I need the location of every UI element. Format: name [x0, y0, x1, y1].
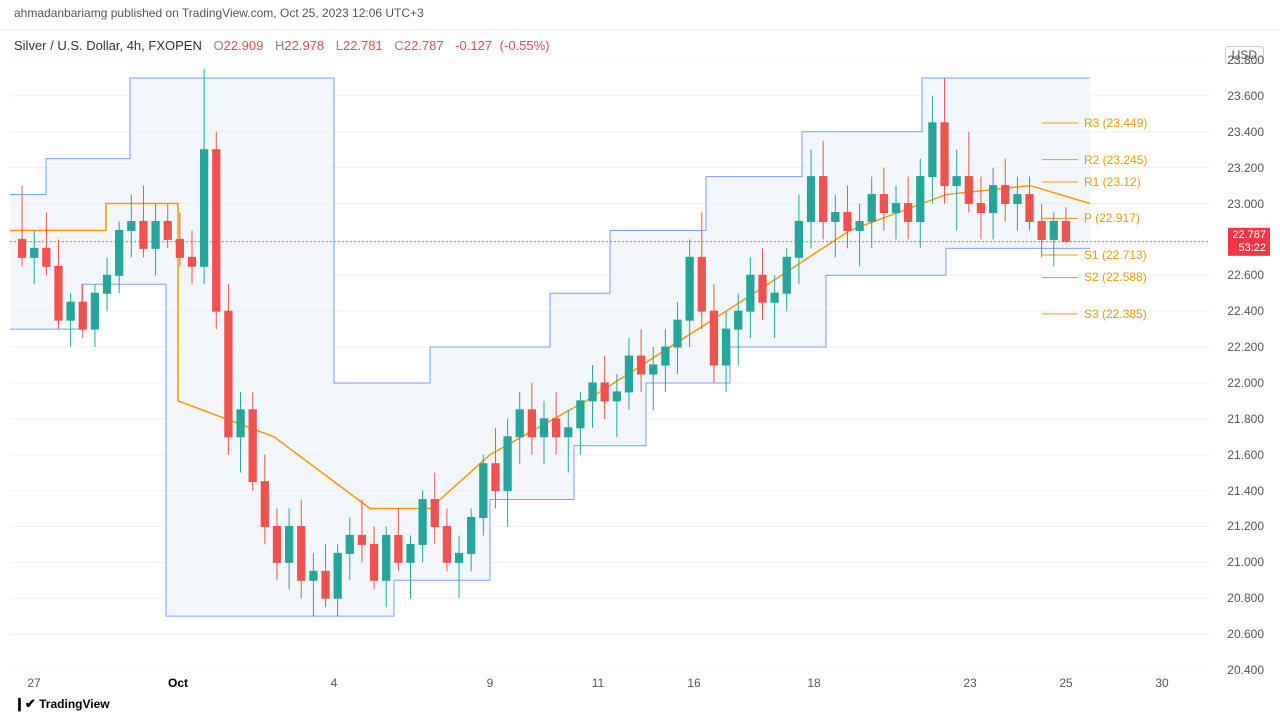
price-axis[interactable]: USD 23.80023.60023.40023.20023.00022.600…	[1212, 60, 1270, 670]
y-tick: 21.200	[1227, 519, 1264, 533]
pivot-R1: R1 (23.12)	[1084, 175, 1141, 189]
flag-price: 22.787	[1232, 229, 1266, 242]
y-tick: 22.000	[1227, 376, 1264, 390]
x-tick: 16	[687, 676, 700, 690]
ohlc-close: 22.787	[404, 38, 444, 53]
ohlc-low: 22.781	[343, 38, 383, 53]
x-tick: 4	[331, 676, 338, 690]
change-pct: (-0.55%)	[500, 38, 550, 53]
symbol-info-bar: Silver / U.S. Dollar, 4h, FXOPEN O22.909…	[14, 38, 550, 53]
y-tick: 23.600	[1227, 89, 1264, 103]
pivot-R2: R2 (23.245)	[1084, 153, 1147, 167]
y-tick: 22.200	[1227, 340, 1264, 354]
pivot-P: P (22.917)	[1084, 211, 1140, 225]
last-price-flag: 22.787 53:22	[1228, 228, 1270, 256]
x-tick: 11	[592, 676, 604, 690]
change: -0.127	[455, 38, 492, 53]
publisher: ahmadanbariamg	[14, 6, 107, 20]
y-tick: 22.400	[1227, 304, 1264, 318]
ohlc-high: 22.978	[284, 38, 324, 53]
x-tick: 9	[487, 676, 494, 690]
x-tick: 30	[1155, 676, 1168, 690]
y-tick: 23.200	[1227, 161, 1264, 175]
publish-header: ahmadanbariamg published on TradingView.…	[0, 0, 1280, 30]
published-on: published on TradingView.com,	[111, 6, 277, 20]
y-tick: 21.600	[1227, 448, 1264, 462]
time-axis[interactable]: 27 Oct 4 9 11 16 18 23 25 30	[10, 676, 1210, 696]
y-tick: 21.000	[1227, 555, 1264, 569]
ohlc-open: 22.909	[224, 38, 264, 53]
pivot-R3: R3 (23.449)	[1084, 116, 1147, 130]
y-tick: 21.400	[1227, 484, 1264, 498]
tradingview-logo[interactable]: ❙✔ TradingView	[14, 696, 110, 712]
y-tick: 20.400	[1227, 663, 1264, 677]
x-tick: 27	[27, 676, 40, 690]
publish-date: Oct 25, 2023 12:06 UTC+3	[280, 6, 424, 20]
x-tick: Oct	[168, 676, 188, 690]
y-tick: 23.000	[1227, 197, 1264, 211]
pivot-S3: S3 (22.385)	[1084, 307, 1147, 321]
chart-pane[interactable]	[10, 60, 1210, 670]
flag-countdown: 53:22	[1232, 242, 1266, 255]
pivot-S1: S1 (22.713)	[1084, 248, 1147, 262]
x-tick: 23	[963, 676, 976, 690]
y-tick: 20.600	[1227, 627, 1264, 641]
x-tick: 18	[807, 676, 820, 690]
y-tick: 23.800	[1227, 53, 1264, 67]
y-tick: 22.600	[1227, 268, 1264, 282]
y-tick: 21.800	[1227, 412, 1264, 426]
pivot-S2: S2 (22.588)	[1084, 270, 1147, 284]
x-tick: 25	[1059, 676, 1072, 690]
y-tick: 20.800	[1227, 591, 1264, 605]
y-tick: 23.400	[1227, 125, 1264, 139]
symbol[interactable]: Silver / U.S. Dollar, 4h, FXOPEN	[14, 38, 202, 53]
